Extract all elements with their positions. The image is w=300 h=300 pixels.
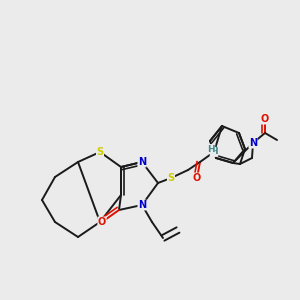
- Text: N: N: [138, 157, 146, 167]
- Text: N: N: [138, 200, 146, 210]
- Text: S: S: [96, 147, 103, 157]
- Text: O: O: [98, 217, 106, 227]
- Text: O: O: [193, 173, 201, 183]
- Text: H: H: [207, 145, 215, 154]
- Text: S: S: [167, 173, 175, 183]
- Text: O: O: [261, 114, 269, 124]
- Text: H: H: [210, 148, 218, 157]
- Text: N: N: [249, 138, 257, 148]
